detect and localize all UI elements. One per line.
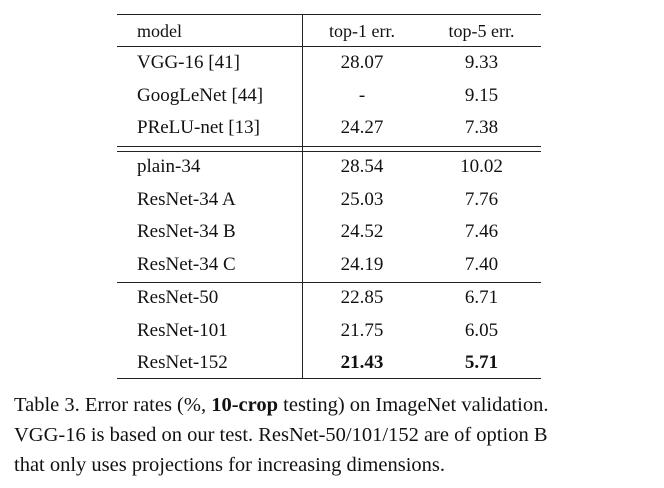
error-value: 28.54 xyxy=(340,156,384,177)
error-value: 22.85 xyxy=(340,287,384,308)
column-rule xyxy=(302,14,303,379)
error-value: 21.43 xyxy=(340,352,384,373)
error-value: 24.52 xyxy=(340,221,384,242)
error-value: 7.40 xyxy=(464,253,499,275)
model-name: ResNet-34 B xyxy=(137,221,236,242)
model-name: plain-34 xyxy=(137,156,201,177)
header-cell: top-1 err. xyxy=(329,21,395,41)
error-value: 24.27 xyxy=(340,117,384,138)
caption-text: Table 3. Error rates (%, xyxy=(14,394,212,416)
rule xyxy=(117,282,541,283)
model-name: ResNet-50 xyxy=(137,287,219,308)
rule xyxy=(117,14,541,15)
caption-text: that only uses projections for increasin… xyxy=(14,454,445,476)
caption-text: VGG-16 is based on our test. ResNet-50/1… xyxy=(14,424,548,446)
caption-line: Table 3. Error rates (%, 10-crop testing… xyxy=(14,390,548,420)
model-name: ResNet-34 C xyxy=(137,253,236,275)
header-cell: model xyxy=(137,21,182,41)
error-value: 25.03 xyxy=(340,188,384,210)
error-value: 6.05 xyxy=(464,319,499,341)
caption-line: that only uses projections for increasin… xyxy=(14,450,445,480)
error-value: 7.76 xyxy=(464,188,499,210)
caption-text: testing) on ImageNet validation. xyxy=(278,394,549,416)
rule xyxy=(117,378,541,379)
rule xyxy=(117,146,541,147)
model-name: ResNet-152 xyxy=(137,352,228,373)
error-value: 9.33 xyxy=(464,52,499,73)
error-value: - xyxy=(358,84,366,106)
header-cell: top-5 err. xyxy=(448,21,515,41)
rule xyxy=(117,151,541,152)
error-value: 5.71 xyxy=(464,352,499,373)
model-name: ResNet-34 A xyxy=(137,188,236,210)
model-name: ResNet-101 xyxy=(137,319,228,341)
error-value: 6.71 xyxy=(464,287,499,308)
error-value: 7.46 xyxy=(464,221,499,242)
model-name: VGG-16 [41] xyxy=(137,52,240,73)
model-name: GoogLeNet [44] xyxy=(137,84,264,106)
rule xyxy=(117,46,541,47)
error-value: 21.75 xyxy=(340,319,384,341)
caption-line: VGG-16 is based on our test. ResNet-50/1… xyxy=(14,420,548,450)
error-value: 24.19 xyxy=(340,253,384,275)
model-name: PReLU-net [13] xyxy=(137,117,260,138)
error-value: 10.02 xyxy=(460,156,503,177)
error-value: 28.07 xyxy=(340,52,384,73)
caption-text: 10-crop xyxy=(211,394,279,416)
error-value: 9.15 xyxy=(464,84,499,106)
error-value: 7.38 xyxy=(464,117,499,138)
